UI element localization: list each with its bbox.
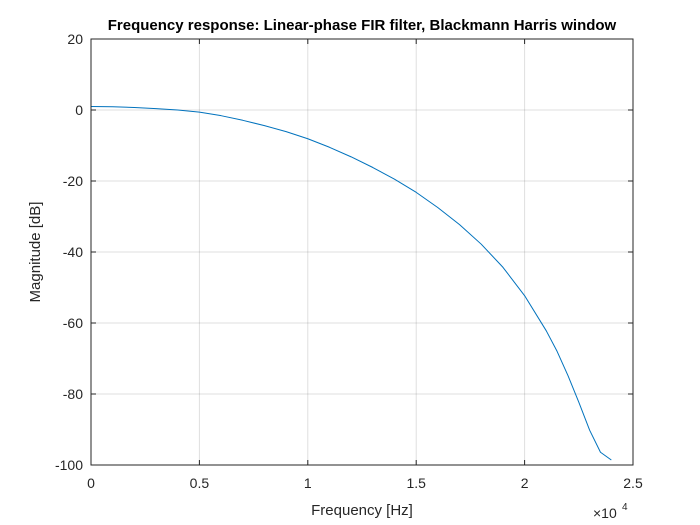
- x-exponent-base: ×10: [593, 505, 617, 521]
- tick-labels: 0 0.5 1 1.5 2 2.5 -100 -80 -60 -40 -20 0 20: [55, 31, 643, 491]
- y-tick-label: -40: [63, 244, 83, 260]
- y-tick-label: -80: [63, 386, 83, 402]
- x-axis-label: Frequency [Hz]: [311, 502, 413, 519]
- x-tick-label: 0.5: [190, 475, 210, 491]
- x-tick-label: 2: [521, 475, 529, 491]
- series-layer: [90, 105, 612, 461]
- tick-marks: [90, 38, 634, 466]
- y-tick-label: -20: [63, 173, 83, 189]
- chart-title: Frequency response: Linear-phase FIR fil…: [108, 17, 617, 34]
- y-tick-label: 0: [75, 102, 83, 118]
- y-axis-label: Magnitude [dB]: [27, 202, 44, 303]
- y-tick-label: 20: [67, 31, 83, 47]
- grid-lines: [91, 39, 633, 465]
- y-tick-label: -60: [63, 315, 83, 331]
- x-tick-label: 1: [304, 475, 312, 491]
- series-line-0: [90, 105, 612, 461]
- x-exponent-power: 4: [622, 502, 628, 513]
- x-tick-label: 0: [87, 475, 95, 491]
- x-tick-label: 1.5: [406, 475, 426, 491]
- y-tick-label: -100: [55, 457, 83, 473]
- x-tick-label: 2.5: [623, 475, 643, 491]
